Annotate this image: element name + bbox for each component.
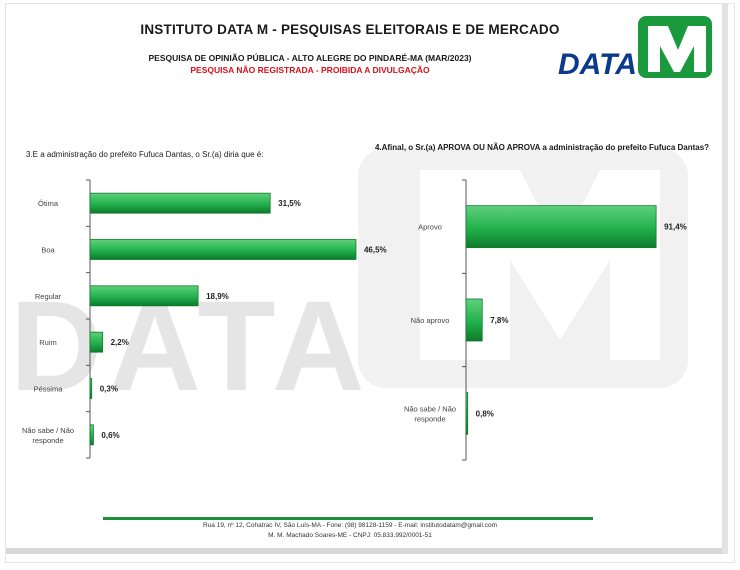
- footer-address: Rua 19, nº 12, Cohatrac IV, São Luís-MA …: [202, 522, 498, 529]
- chart2-category-label: Não sabe / Não responde: [404, 404, 456, 423]
- chart1-bar: [89, 192, 271, 214]
- page-edge-right: [722, 4, 728, 554]
- chart2-value-label: 91,4%: [664, 223, 687, 232]
- chart1-bar: [89, 239, 357, 260]
- report-page: [6, 4, 734, 562]
- chart1-title: 3.E a administração do prefeito Fufuca D…: [26, 150, 264, 159]
- chart1-value-label: 31,5%: [278, 199, 301, 208]
- footer-divider: [103, 517, 593, 520]
- report-subtitle: PESQUISA DE OPINIÃO PÚBLICA - ALTO ALEGR…: [148, 53, 472, 63]
- chart1-value-label: 2,2%: [111, 338, 129, 347]
- report-warning: PESQUISA NÃO REGISTRADA - PROIBIDA A DIV…: [190, 65, 430, 75]
- chart1-category-label: Ótima: [38, 199, 59, 208]
- chart1-bar: [89, 378, 93, 399]
- chart2-bar: [465, 205, 657, 249]
- chart1-category-label: Regular: [35, 292, 62, 301]
- chart1-category-label: Ruim: [39, 338, 57, 347]
- chart2-bar: [465, 298, 483, 342]
- chart2-category-label: Não aprovo: [411, 316, 450, 325]
- report-title: INSTITUTO DATA M - PESQUISAS ELEITORAIS …: [140, 22, 560, 37]
- chart2-bar: [465, 391, 469, 435]
- logo-text: DATA: [558, 48, 637, 81]
- chart1-value-label: 18,9%: [206, 292, 229, 301]
- chart1-bar: [89, 331, 103, 353]
- data-m-logo: DATA: [558, 16, 712, 81]
- footer-company: M. M. Machado Soares-ME - CNPJ: 05.833.9…: [268, 532, 432, 539]
- chart2-category-label: Aprovo: [418, 223, 442, 232]
- chart2-value-label: 0,8%: [476, 409, 494, 418]
- chart1-category-label: Boa: [41, 246, 55, 255]
- chart1-bar: [89, 424, 94, 446]
- chart1-bar: [89, 285, 199, 307]
- chart1-value-label: 46,5%: [364, 246, 387, 255]
- chart1-value-label: 0,6%: [101, 431, 119, 440]
- logo-m-letter: [648, 26, 706, 72]
- chart2-title: 4.Afinal, o Sr.(a) APROVA OU NÃO APROVA …: [374, 143, 710, 152]
- chart1-category-label: Não sabe / Não responde: [22, 426, 74, 445]
- chart1-category-label: Péssima: [34, 385, 64, 394]
- page-edge-bottom: [6, 548, 722, 554]
- chart2-value-label: 7,8%: [490, 316, 508, 325]
- chart1-value-label: 0,3%: [100, 385, 118, 394]
